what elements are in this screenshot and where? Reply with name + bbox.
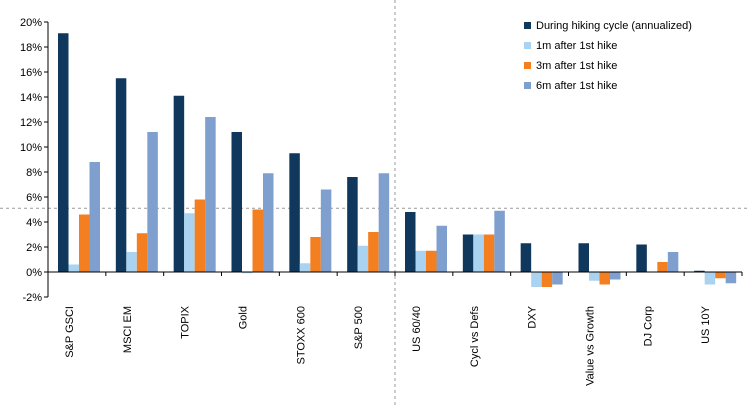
bar-4 <box>725 272 737 284</box>
bar-1 <box>636 244 647 272</box>
legend-label: During hiking cycle (annualized) <box>536 20 692 32</box>
bar-1 <box>289 153 300 272</box>
bar-1 <box>462 234 474 272</box>
bar-2 <box>531 272 542 287</box>
bar-4 <box>436 225 447 272</box>
legend-swatch <box>524 62 531 69</box>
legend-label: 3m after 1st hike <box>536 60 617 72</box>
bar-3 <box>426 250 437 272</box>
bar-3 <box>136 233 148 272</box>
bar-1 <box>58 33 69 272</box>
bar-2 <box>242 272 253 274</box>
bar-1 <box>115 78 127 272</box>
bar-1 <box>578 243 589 272</box>
bar-2 <box>184 213 195 272</box>
legend-label: 6m after 1st hike <box>536 80 617 92</box>
bar-1 <box>231 132 242 272</box>
category-label: Value vs Growth <box>584 306 596 386</box>
bar-4 <box>320 189 332 272</box>
y-tick-label: 20% <box>20 17 42 29</box>
bar-3 <box>79 214 90 272</box>
bar-3 <box>368 232 379 272</box>
category-label: US 60/40 <box>411 306 423 352</box>
x-axis: S&P GSCI MSCI EM TOPIX Gold STOXX 600 S&P 500… <box>47 271 743 386</box>
category-label: TOPIX <box>180 305 192 338</box>
category-label: STOXX 600 <box>295 306 307 365</box>
y-tick-label: 16% <box>20 67 42 79</box>
category-label: Cycl vs Defs <box>469 306 481 368</box>
bar-2 <box>126 252 137 272</box>
bar-1 <box>405 212 416 272</box>
y-tick-label: 0% <box>26 267 42 279</box>
y-tick-label: 4% <box>26 217 42 229</box>
bar-1 <box>173 95 185 272</box>
category-label: Gold <box>237 306 249 329</box>
bar-2 <box>68 264 79 272</box>
bar-4 <box>610 272 621 280</box>
bar-1 <box>520 243 532 272</box>
bar-3 <box>541 272 553 287</box>
bar-3 <box>252 209 263 272</box>
bar-3 <box>310 237 321 272</box>
category-label: S&P GSCI <box>64 306 76 358</box>
bar-3 <box>657 262 668 272</box>
category-label: MSCI EM <box>122 306 134 353</box>
bar-4 <box>147 132 158 272</box>
bar-4 <box>378 173 390 272</box>
y-tick-label: -2% <box>22 292 42 304</box>
bar-4 <box>552 272 563 285</box>
y-axis: -2% 0% 2% 4% 6% 8% 10% 12% 14% 16% 18% 20% <box>20 17 49 304</box>
y-tick-label: 10% <box>20 142 42 154</box>
bar-2 <box>299 263 311 272</box>
bar-3 <box>715 272 726 279</box>
category-label: S&P 500 <box>353 306 365 349</box>
bar-4 <box>89 162 100 272</box>
bar-2 <box>704 272 716 285</box>
legend-swatch <box>524 22 531 29</box>
category-label: US 10Y <box>700 305 712 344</box>
legend-swatch <box>524 42 531 49</box>
bar-2 <box>415 250 426 272</box>
y-tick-label: 6% <box>26 192 42 204</box>
bar-4 <box>494 210 505 272</box>
legend: During hiking cycle (annualized) 1m after… <box>524 20 692 92</box>
y-tick-label: 8% <box>26 167 42 179</box>
y-tick-label: 2% <box>26 242 42 254</box>
legend-label: 1m after 1st hike <box>536 40 617 52</box>
bar-1 <box>694 270 705 272</box>
bar-2 <box>357 245 369 272</box>
bar-1 <box>347 177 358 272</box>
bar-2 <box>589 272 600 281</box>
y-tick-label: 18% <box>20 42 42 54</box>
bar-4 <box>205 117 216 272</box>
legend-swatch <box>524 82 531 89</box>
bar-2 <box>473 234 484 272</box>
bar-4 <box>667 252 679 272</box>
category-label: DJ Corp <box>642 306 654 346</box>
category-label: DXY <box>527 305 539 328</box>
y-tick-label: 14% <box>20 92 42 104</box>
y-tick-label: 12% <box>20 117 42 129</box>
bar-3 <box>483 234 495 272</box>
bar-3 <box>194 199 206 272</box>
bar-3 <box>599 272 610 285</box>
bar-4 <box>263 173 274 272</box>
bars <box>58 33 737 287</box>
